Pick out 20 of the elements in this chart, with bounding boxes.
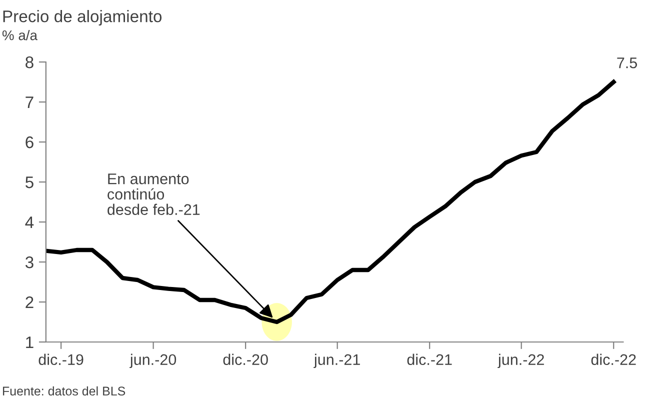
x-tick-label: dic.-19 (38, 354, 84, 366)
y-tick-label: 4 (25, 216, 34, 228)
x-tick-label: jun.-21 (314, 354, 360, 368)
annotation: 7.5 (617, 58, 637, 68)
y-tick-label: 2 (26, 296, 34, 308)
x-tick-label: dic.-22 (591, 354, 636, 366)
y-tick-label: 5 (26, 176, 34, 188)
chart-subtitle: % a/a (2, 30, 38, 40)
y-tick-label: 6 (26, 136, 34, 148)
x-tick-label: dic.-20 (223, 354, 268, 366)
y-tick-label: 1 (26, 336, 34, 348)
x-tick-label: dic.-21 (407, 354, 452, 366)
chart-title: Precio de alojamiento (3, 10, 162, 26)
y-tick-label: 8 (26, 56, 34, 68)
x-tick-label: jun.-22 (498, 354, 544, 368)
y-tick-label: 3 (25, 256, 34, 268)
x-tick-label: jun.-20 (130, 354, 176, 368)
annotation: En aumento continúo desde feb.-21 (108, 174, 200, 215)
source-note: Fuente: datos del BLS (2, 386, 126, 396)
y-tick-label: 7 (26, 96, 34, 108)
